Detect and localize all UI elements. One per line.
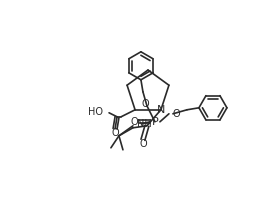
Text: P: P bbox=[151, 117, 158, 127]
Text: O: O bbox=[111, 128, 119, 138]
Text: O: O bbox=[139, 139, 147, 149]
Text: O: O bbox=[141, 99, 149, 109]
Text: NH: NH bbox=[137, 119, 152, 129]
Text: O: O bbox=[173, 109, 181, 119]
Text: O: O bbox=[130, 117, 138, 127]
Text: N: N bbox=[157, 105, 165, 115]
Text: HO: HO bbox=[88, 107, 103, 117]
